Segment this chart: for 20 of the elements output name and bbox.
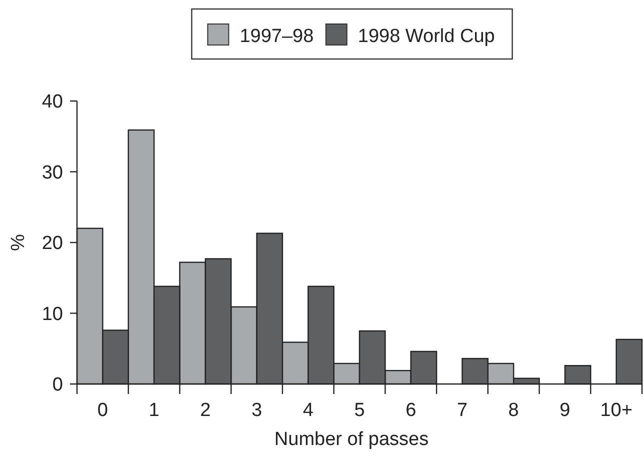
y-tick-label: 10: [42, 304, 63, 325]
x-axis-title: Number of passes: [274, 429, 429, 450]
y-tick-label: 20: [42, 233, 63, 254]
x-tick-label: 10+: [600, 400, 632, 421]
y-tick-label: 0: [52, 374, 63, 396]
x-tick-label: 3: [251, 400, 262, 421]
x-tick-label: 4: [302, 400, 314, 421]
x-tick-label: 9: [560, 400, 570, 421]
legend-label: 1997–98: [240, 26, 314, 47]
x-tick-label: 8: [508, 400, 519, 421]
x-tick-label: 2: [200, 400, 211, 421]
y-axis-title: %: [8, 234, 29, 251]
x-tick-label: 6: [406, 400, 416, 421]
x-tick-label: 7: [456, 400, 468, 421]
y-tick-label: 40: [42, 92, 63, 113]
x-tick-label: 0: [97, 400, 108, 421]
x-tick-label: 1: [148, 400, 160, 421]
y-tick-label: 30: [42, 162, 63, 184]
x-tick-label: 5: [354, 400, 365, 421]
legend-label: 1998 World Cup: [358, 26, 495, 47]
